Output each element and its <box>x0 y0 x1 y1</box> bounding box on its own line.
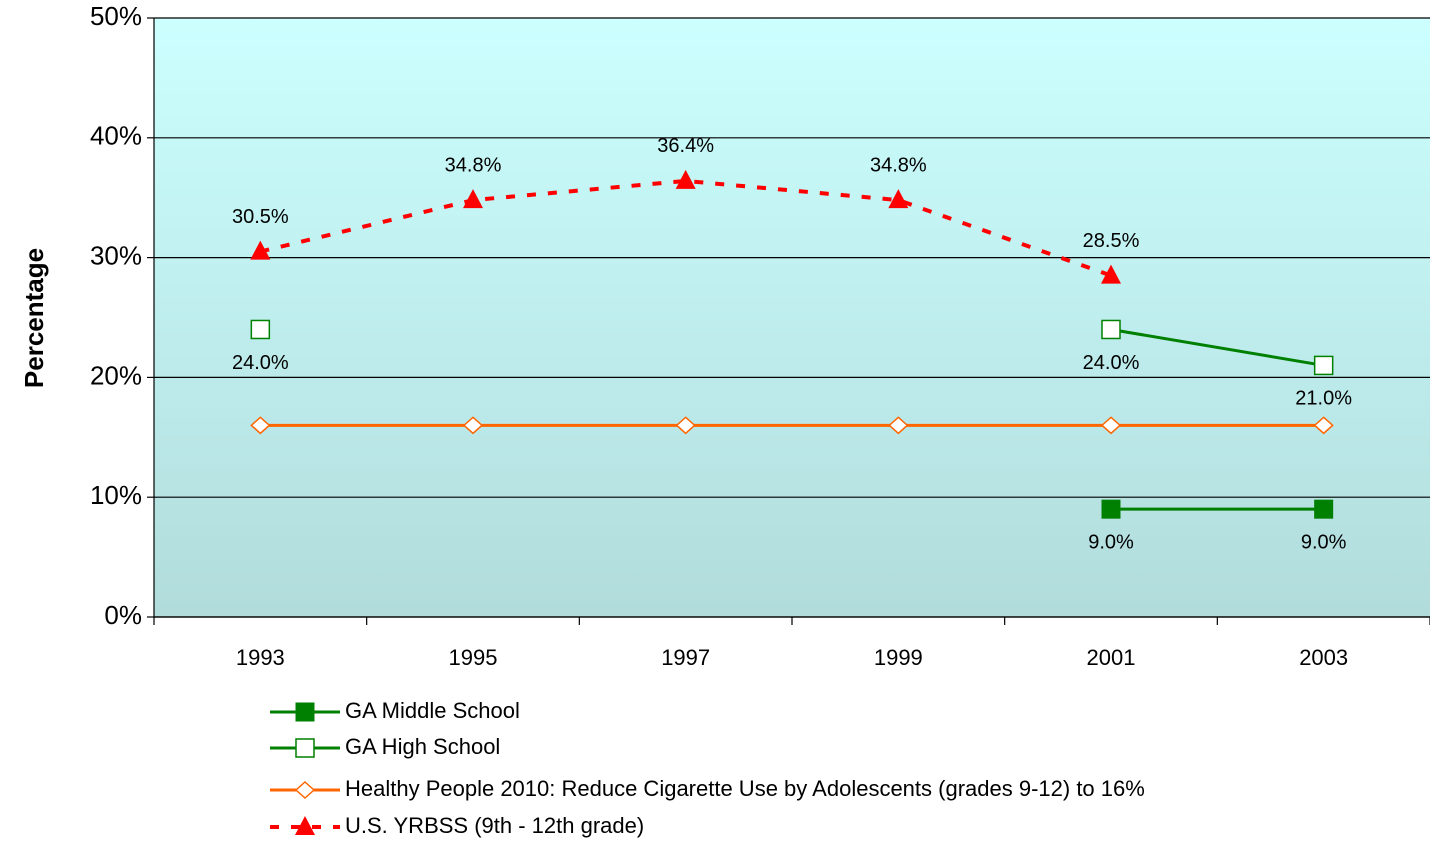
y-tick-label: 40% <box>90 121 142 151</box>
data-point <box>888 189 909 209</box>
y-axis-title: Percentage <box>19 248 49 388</box>
x-tick-label: 1997 <box>661 645 710 670</box>
data-point <box>1101 499 1121 519</box>
legend-marker <box>295 738 315 758</box>
series-line <box>1110 328 1324 367</box>
legend-label: GA Middle School <box>345 698 520 723</box>
y-tick-label: 50% <box>90 1 142 31</box>
data-point <box>1314 499 1334 519</box>
plot-area <box>154 18 1430 617</box>
data-point <box>250 319 271 340</box>
data-point <box>1100 416 1122 435</box>
data-label: 24.0% <box>1083 352 1140 374</box>
data-point <box>1101 319 1121 340</box>
data-point <box>250 416 271 435</box>
x-tick-label: 2001 <box>1087 645 1136 670</box>
legend-marker <box>295 702 315 722</box>
data-point <box>675 169 696 189</box>
data-point <box>1101 264 1121 284</box>
legend-marker <box>295 816 315 835</box>
x-tick-label: 2003 <box>1299 645 1348 670</box>
data-point <box>462 416 484 435</box>
data-label: 30.5% <box>232 206 289 228</box>
x-tick-label: 1995 <box>449 645 498 670</box>
data-label: 24.0% <box>232 352 289 374</box>
x-tick-label: 1993 <box>236 645 285 670</box>
data-label: 28.5% <box>1083 230 1140 252</box>
legend-label: Healthy People 2010: Reduce Cigarette Us… <box>345 776 1145 801</box>
data-point <box>463 189 483 209</box>
data-label: 34.8% <box>870 154 927 176</box>
data-label: 36.4% <box>657 135 714 157</box>
data-label: 9.0% <box>1301 531 1347 553</box>
y-tick-label: 20% <box>90 360 142 390</box>
data-point <box>1313 355 1334 376</box>
data-point <box>250 240 271 260</box>
legend-label: U.S. YRBSS (9th - 12th grade) <box>345 813 644 838</box>
series-line <box>259 178 1112 278</box>
y-tick-label: 10% <box>90 480 142 510</box>
y-tick-label: 30% <box>90 240 142 270</box>
x-tick-label: 1999 <box>874 645 923 670</box>
data-point <box>1313 416 1334 435</box>
data-point <box>888 416 909 435</box>
legend-label: GA High School <box>345 734 500 759</box>
data-label: 9.0% <box>1088 531 1134 553</box>
data-point <box>675 416 696 435</box>
y-tick-label: 0% <box>104 600 142 630</box>
legend-marker <box>294 780 316 800</box>
data-label: 21.0% <box>1295 388 1352 410</box>
data-label: 34.8% <box>445 154 502 176</box>
